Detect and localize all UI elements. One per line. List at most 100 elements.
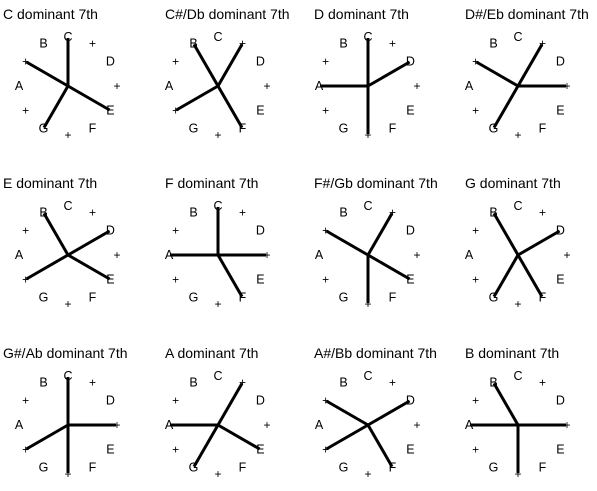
ring-plus-marker: + [172, 443, 179, 457]
ring-plus-marker: + [563, 248, 570, 262]
note-label: A [15, 248, 24, 262]
chord-spoke [367, 399, 411, 427]
note-label: E [256, 443, 264, 457]
ring-plus-marker: + [539, 206, 546, 220]
note-label: G [39, 290, 49, 304]
note-label: F [389, 121, 397, 135]
ring-plus-marker: + [89, 376, 96, 390]
ring-plus-marker: + [322, 273, 329, 287]
chord-spoke [192, 424, 220, 468]
note-label: D [256, 394, 265, 408]
note-label: G [339, 460, 349, 474]
note-label: A [465, 248, 474, 262]
note-label: B [339, 206, 347, 220]
ring-plus-marker: + [413, 248, 420, 262]
ring-plus-marker: + [172, 224, 179, 238]
note-label: C [513, 30, 522, 44]
ring-plus-marker: + [22, 224, 29, 238]
ring-plus-marker: + [22, 273, 29, 287]
chord-spoke [216, 43, 244, 87]
ring-plus-marker: + [22, 55, 29, 69]
ring-plus-marker: + [64, 128, 71, 142]
ring-plus-marker: + [113, 79, 120, 93]
chord-spoke [366, 424, 394, 468]
ring-plus-marker: + [364, 297, 371, 311]
chord-spoke [325, 399, 369, 427]
note-label: F [89, 290, 97, 304]
ring-plus-marker: + [472, 394, 479, 408]
note-label: C [363, 369, 372, 383]
note-label: G [39, 460, 49, 474]
ring-plus-marker: + [64, 467, 71, 481]
note-label: B [339, 37, 347, 51]
note-label: A [315, 418, 324, 432]
ring-plus-marker: + [472, 273, 479, 287]
ring-plus-marker: + [539, 37, 546, 51]
note-label: F [539, 460, 547, 474]
ring-plus-marker: + [322, 224, 329, 238]
note-label: E [106, 273, 114, 287]
chord-title: E dominant 7th [3, 175, 97, 191]
chord-spoke [517, 229, 561, 257]
ring-plus-marker: + [64, 297, 71, 311]
note-label: C [63, 369, 72, 383]
ring-plus-marker: + [322, 55, 329, 69]
chord-spoke [325, 423, 369, 451]
ring-plus-marker: + [389, 37, 396, 51]
ring-plus-marker: + [172, 104, 179, 118]
note-label: E [406, 443, 414, 457]
note-label: A [465, 79, 474, 93]
ring-plus-marker: + [214, 128, 221, 142]
ring-plus-marker: + [539, 376, 546, 390]
note-label: A [15, 79, 24, 93]
note-label: G [489, 121, 499, 135]
ring-plus-marker: + [322, 443, 329, 457]
chord-title: F#/Gb dominant 7th [314, 175, 438, 191]
note-label: D [556, 224, 565, 238]
chord-spoke [217, 423, 261, 451]
note-label: E [406, 104, 414, 118]
chord-title: C#/Db dominant 7th [165, 6, 290, 22]
ring-plus-marker: + [113, 248, 120, 262]
note-label: E [106, 443, 114, 457]
note-label: F [239, 121, 247, 135]
note-label: E [556, 273, 564, 287]
ring-plus-marker: + [472, 55, 479, 69]
chord-spoke [67, 229, 111, 257]
chord-spoke [25, 253, 69, 281]
note-label: D [256, 55, 265, 69]
chord-title: G dominant 7th [465, 175, 561, 191]
ring-plus-marker: + [172, 273, 179, 287]
note-label: A [165, 418, 174, 432]
chord-title: D dominant 7th [314, 6, 409, 22]
note-label: C [513, 199, 522, 213]
note-label: B [189, 376, 197, 390]
ring-plus-marker: + [113, 418, 120, 432]
ring-plus-marker: + [364, 467, 371, 481]
note-label: C [63, 199, 72, 213]
note-label: G [39, 121, 49, 135]
ring-plus-marker: + [563, 79, 570, 93]
chord-title: A dominant 7th [165, 345, 258, 361]
note-label: C [363, 199, 372, 213]
note-label: D [406, 55, 415, 69]
chord-spoke [67, 253, 111, 281]
chord-spoke [25, 423, 69, 451]
chord-title: A#/Bb dominant 7th [314, 345, 437, 361]
note-label: C [63, 30, 72, 44]
chord-title: D#/Eb dominant 7th [465, 6, 589, 22]
note-label: F [539, 290, 547, 304]
ring-plus-marker: + [22, 104, 29, 118]
note-label: D [106, 55, 115, 69]
note-label: E [406, 273, 414, 287]
note-label: F [389, 460, 397, 474]
ring-plus-marker: + [22, 443, 29, 457]
note-label: A [15, 418, 24, 432]
ring-plus-marker: + [563, 418, 570, 432]
ring-plus-marker: + [214, 297, 221, 311]
chord-spoke [25, 60, 69, 88]
chord-spoke [216, 85, 244, 129]
note-label: G [189, 290, 199, 304]
note-label: D [556, 55, 565, 69]
